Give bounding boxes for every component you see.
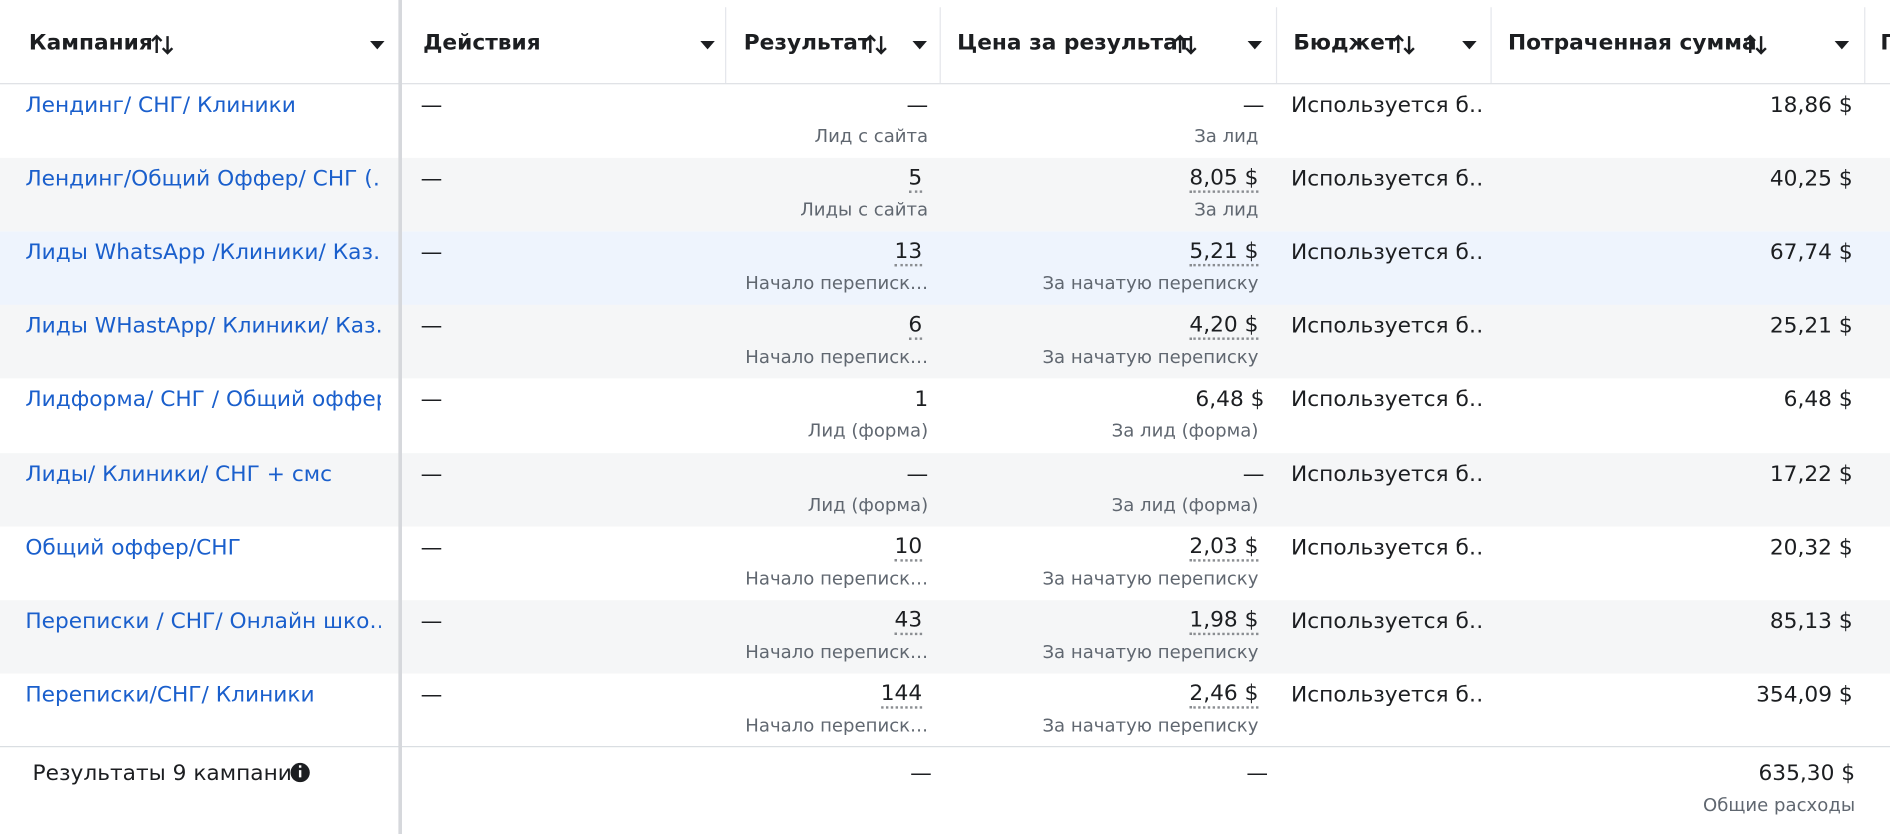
table-row: Лендинг/Общий Оффер/ СНГ (… — 5 Лиды с сайт… [0, 157, 1890, 232]
cost-type: За начатую переписку [1042, 714, 1259, 737]
cost: 5,21 $ [1189, 239, 1259, 267]
result-type: Начало переписк… [745, 714, 929, 737]
actions: — [420, 313, 443, 340]
actions: — [420, 387, 443, 413]
footer-result: — [910, 760, 932, 786]
spent: 6,48 $ [1783, 387, 1853, 413]
budget: Используется б… [1290, 460, 1484, 487]
result: 6 [908, 313, 923, 341]
result-type: Начало переписк… [745, 272, 929, 295]
table-row: Лендинг/ СНГ/ Клиники — — Лид с сайта — За ли… [0, 84, 1890, 158]
footer-row: Результаты 9 кампаний — — 635,30 $ Общие рас… [0, 746, 1890, 834]
budget: Используется б… [1290, 387, 1484, 413]
column-header: Действия [423, 30, 541, 56]
spent: 25,21 $ [1769, 313, 1853, 340]
actions: — [420, 681, 443, 708]
cost: 4,20 $ [1189, 313, 1259, 341]
cost: 2,03 $ [1189, 534, 1259, 562]
column-header: Результат [743, 30, 871, 56]
result-type: Начало переписк… [745, 346, 929, 368]
actions: — [420, 92, 443, 119]
table-row: Переписки/СНГ/ Клиники — 144 Начало перепис… [0, 673, 1890, 747]
column-header: Кампания [28, 30, 153, 56]
spent: 354,09 $ [1756, 681, 1853, 708]
cost-type: За лид (форма) [1111, 493, 1259, 516]
actions: — [420, 166, 443, 192]
cost: 6,48 $ [1195, 387, 1265, 413]
table-row: Лиды WhatsApp /Клиники/ Каз… — 13 Начало пе… [0, 231, 1890, 306]
cost-type: За начатую переписку [1042, 640, 1259, 663]
cost-type: За начатую переписку [1042, 567, 1259, 589]
cost: — [1242, 92, 1265, 119]
spent: 20,32 $ [1769, 534, 1853, 560]
budget: Используется б… [1290, 92, 1484, 119]
result-type: Начало переписк… [745, 567, 929, 589]
actions: — [420, 534, 443, 560]
campaign-name[interactable]: Лендинг/ СНГ/ Клиники [25, 92, 296, 119]
spent: 67,74 $ [1769, 240, 1853, 266]
cost-type: За начатую переписку [1042, 346, 1259, 368]
spent: 40,25 $ [1769, 166, 1853, 192]
result: 43 [894, 608, 923, 635]
budget: Используется б… [1290, 166, 1484, 192]
budget: Используется б… [1290, 534, 1484, 560]
column-header: Потраченная сумма [1507, 30, 1757, 56]
cost: — [1242, 460, 1265, 487]
result: — [906, 460, 929, 487]
column-header: П [1880, 30, 1890, 55]
result: 144 [880, 681, 923, 709]
footer-spent-label: Общие расходы [1703, 794, 1856, 816]
footer-cost: — [1246, 760, 1269, 786]
spent: 17,22 $ [1769, 460, 1853, 487]
actions: — [420, 608, 443, 634]
result: 10 [894, 534, 923, 562]
result-type: Лид с сайта [814, 125, 929, 148]
column-header: Бюджет [1293, 30, 1398, 56]
budget: Используется б… [1290, 313, 1484, 340]
actions: — [420, 240, 443, 266]
cost: 1,98 $ [1189, 608, 1259, 635]
cost-type: За лид (форма) [1111, 419, 1259, 442]
campaign-name[interactable]: Лиды WhatsApp /Клиники/ Каз… [25, 240, 381, 266]
result-type: Лид (форма) [807, 493, 929, 516]
campaign-name[interactable]: Лиды/ Клиники/ СНГ + смс [25, 460, 333, 487]
table-row: Общий оффер/СНГ — 10 Начало переписк… 2,03 $… [0, 526, 1890, 600]
footer-label: Результаты 9 кампаний [32, 760, 306, 786]
result-type: Лид (форма) [807, 419, 929, 442]
result: — [906, 92, 929, 119]
cost-type: За лид [1194, 125, 1259, 148]
result: 1 [914, 387, 929, 413]
result-type: Начало переписк… [745, 640, 929, 663]
campaign-name[interactable]: Лендинг/Общий Оффер/ СНГ (… [25, 166, 381, 192]
result: 5 [908, 166, 923, 193]
table-row: Лиды WHastApp/ Клиники/ Каз… — 6 Начало пер… [0, 305, 1890, 379]
result: 13 [894, 239, 923, 267]
column-header: Цена за результат [957, 30, 1191, 56]
header-bar [0, 0, 1890, 85]
cost-type: За начатую переписку [1042, 272, 1259, 295]
spent: 85,13 $ [1769, 608, 1853, 634]
table-row: Лиды/ Клиники/ СНГ + смс — — Лид (форма) — За… [0, 452, 1890, 527]
actions: — [420, 460, 443, 487]
campaign-name[interactable]: Лиды WHastApp/ Клиники/ Каз… [25, 313, 381, 340]
spent: 18,86 $ [1769, 92, 1853, 119]
cost-type: За лид [1194, 198, 1259, 221]
budget: Используется б… [1290, 240, 1484, 266]
budget: Используется б… [1290, 608, 1484, 634]
campaign-name[interactable]: Переписки/СНГ/ Клиники [25, 681, 315, 708]
campaign-name[interactable]: Переписки / СНГ/ Онлайн шко… [25, 608, 381, 634]
result-type: Лиды с сайта [800, 198, 929, 221]
cost: 2,46 $ [1189, 681, 1259, 709]
campaign-name[interactable]: Лидформа/ СНГ / Общий оффер [25, 387, 381, 413]
footer-spent: 635,30 $ [1758, 760, 1856, 786]
cost: 8,05 $ [1189, 166, 1259, 193]
table-row: Лидформа/ СНГ / Общий оффер — 1 Лид (форма)… [0, 378, 1890, 453]
campaign-name[interactable]: Общий оффер/СНГ [25, 534, 241, 560]
budget: Используется б… [1290, 681, 1484, 708]
table-row: Переписки / СНГ/ Онлайн шко… — 43 Начало пе… [0, 599, 1890, 674]
